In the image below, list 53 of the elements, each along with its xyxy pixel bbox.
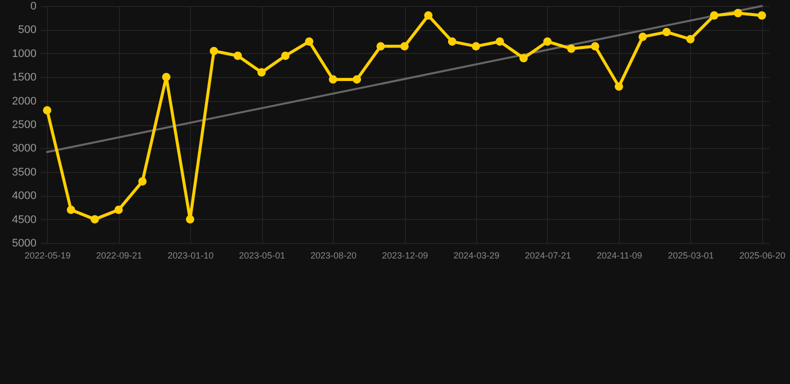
point <box>376 42 385 50</box>
point <box>352 75 362 84</box>
point <box>638 32 647 41</box>
y-tick-label: 5000 <box>12 238 36 250</box>
y-tick-label: 1000 <box>12 48 36 60</box>
y-tick-label: 3000 <box>12 142 36 155</box>
point <box>710 11 718 20</box>
point <box>305 37 314 46</box>
x-tick-label: 2025-03-01 <box>668 250 714 260</box>
point <box>662 28 671 36</box>
point <box>234 52 242 60</box>
point <box>90 215 99 224</box>
point <box>138 177 147 186</box>
point <box>472 42 480 50</box>
point <box>281 52 290 60</box>
point <box>162 72 170 82</box>
y-tick-label: 4500 <box>12 214 36 226</box>
point <box>66 206 76 214</box>
y-tick-label: 500 <box>18 24 36 36</box>
point <box>424 11 433 20</box>
point <box>210 46 218 56</box>
point <box>42 106 52 114</box>
y-tick-label: 2500 <box>12 119 36 131</box>
point <box>686 35 695 44</box>
y-tick-label: 3500 <box>12 166 36 178</box>
x-tick-label: 2023-05-01 <box>239 250 286 260</box>
point <box>114 206 123 214</box>
x-tick-label: 2022-05-19 <box>24 250 71 260</box>
point <box>758 11 766 20</box>
point <box>257 68 266 77</box>
x-tick-label: 2023-01-10 <box>168 250 214 260</box>
y-tick-label: 4000 <box>12 190 36 202</box>
point <box>734 8 742 18</box>
x-tick-label: 2024-03-29 <box>453 250 500 260</box>
y-tick-label: 0 <box>30 0 36 12</box>
y-tick-label: 2000 <box>12 95 36 108</box>
point <box>496 37 504 46</box>
x-tick-label: 2022-09-21 <box>96 250 142 260</box>
point <box>567 44 576 53</box>
point <box>590 42 600 50</box>
x-tick-label: 2023-08-20 <box>310 250 357 260</box>
y-tick-label: 1500 <box>12 72 36 84</box>
x-tick-label: 2023-12-09 <box>382 250 428 260</box>
point <box>328 75 338 84</box>
point <box>186 215 194 224</box>
x-tick-label: 2025-06-20 <box>739 250 786 260</box>
point <box>400 42 409 50</box>
point <box>519 54 528 62</box>
x-tick-label: 2024-11-09 <box>596 250 642 260</box>
point <box>448 37 456 46</box>
x-tick-label: 2024-07-21 <box>524 250 571 260</box>
point <box>543 37 552 46</box>
point <box>614 82 624 91</box>
